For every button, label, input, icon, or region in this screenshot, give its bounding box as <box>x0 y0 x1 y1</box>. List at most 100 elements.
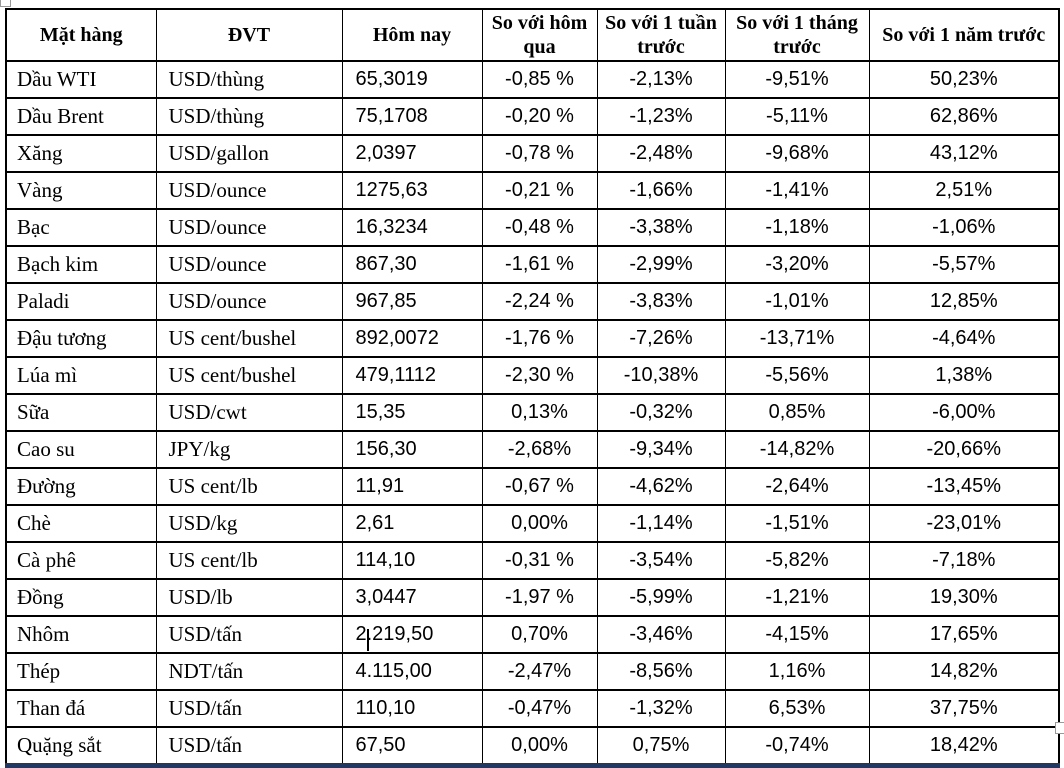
today-price-cell: 65,3019 <box>341 60 483 99</box>
unit-cell: US cent/lb <box>155 467 343 506</box>
vs-month-cell: -13,71% <box>724 319 870 358</box>
vs-month-cell: -5,82% <box>724 541 870 580</box>
today-price-cell: 479,1112 <box>341 356 483 395</box>
vs-month-cell: -1,41% <box>724 171 870 210</box>
unit-cell: USD/lb <box>155 578 343 617</box>
table-row: Cà phê US cent/lb 114,10 -0,31 % -3,54% … <box>5 541 1060 580</box>
commodity-cell: Nhôm <box>5 615 157 654</box>
today-price-cell: 110,10 <box>341 689 483 728</box>
vs-week-cell: -0,32% <box>596 393 726 432</box>
header-vs-year: So với 1 năm trước <box>868 8 1060 62</box>
today-price-cell: 114,10 <box>341 541 483 580</box>
commodity-cell: Xăng <box>5 134 157 173</box>
table-row: Bạc USD/ounce 16,3234 -0,48 % -3,38% -1,… <box>5 208 1060 247</box>
vs-week-cell: -3,38% <box>596 208 726 247</box>
unit-cell: US cent/lb <box>155 541 343 580</box>
vs-yesterday-cell: -0,85 % <box>481 60 598 99</box>
today-price-cell: 75,1708 <box>341 97 483 136</box>
vs-month-cell: -3,20% <box>724 245 870 284</box>
vs-week-cell: -1,14% <box>596 504 726 543</box>
vs-yesterday-cell: -2,30 % <box>481 356 598 395</box>
commodity-cell: Cao su <box>5 430 157 469</box>
commodity-cell: Paladi <box>5 282 157 321</box>
vs-year-cell: -20,66% <box>868 430 1060 469</box>
today-price-cell: 2.219,50 <box>341 615 483 654</box>
today-price-cell: 3,0447 <box>341 578 483 617</box>
table-row: Dầu WTI USD/thùng 65,3019 -0,85 % -2,13%… <box>5 60 1060 99</box>
vs-year-cell: 43,12% <box>868 134 1060 173</box>
table-row: Paladi USD/ounce 967,85 -2,24 % -3,83% -… <box>5 282 1060 321</box>
vs-week-cell: -10,38% <box>596 356 726 395</box>
table-row: Nhôm USD/tấn 2.219,50 0,70% -3,46% -4,15… <box>5 615 1060 654</box>
vs-year-cell: 50,23% <box>868 60 1060 99</box>
vs-week-cell: -4,62% <box>596 467 726 506</box>
vs-yesterday-cell: -0,20 % <box>481 97 598 136</box>
vs-month-cell: -5,11% <box>724 97 870 136</box>
today-price-cell: 967,85 <box>341 282 483 321</box>
table-row: Chè USD/kg 2,61 0,00% -1,14% -1,51% -23,… <box>5 504 1060 543</box>
header-vs-month: So với 1 tháng trước <box>724 8 870 62</box>
today-price-cell: 156,30 <box>341 430 483 469</box>
today-price-cell: 11,91 <box>341 467 483 506</box>
vs-week-cell: -5,99% <box>596 578 726 617</box>
vs-week-cell: -1,32% <box>596 689 726 728</box>
table-row: Xăng USD/gallon 2,0397 -0,78 % -2,48% -9… <box>5 134 1060 173</box>
commodity-cell: Cà phê <box>5 541 157 580</box>
vs-week-cell: -1,66% <box>596 171 726 210</box>
commodity-price-table: Mặt hàng ĐVT Hôm nay So với hôm qua So v… <box>5 8 1060 768</box>
vs-yesterday-cell: -0,21 % <box>481 171 598 210</box>
today-price-cell: 867,30 <box>341 245 483 284</box>
commodity-cell: Đường <box>5 467 157 506</box>
vs-week-cell: -1,23% <box>596 97 726 136</box>
commodity-cell: Đồng <box>5 578 157 617</box>
header-vs-yesterday: So với hôm qua <box>481 8 598 62</box>
header-vs-week: So với 1 tuần trước <box>596 8 726 62</box>
vs-yesterday-cell: -2,68% <box>481 430 598 469</box>
vs-year-cell: 1,38% <box>868 356 1060 395</box>
table-resize-handle[interactable] <box>1055 722 1064 734</box>
vs-year-cell: -13,45% <box>868 467 1060 506</box>
unit-cell: USD/thùng <box>155 60 343 99</box>
commodity-cell: Vàng <box>5 171 157 210</box>
vs-yesterday-cell: -0,31 % <box>481 541 598 580</box>
vs-yesterday-cell: -0,48 % <box>481 208 598 247</box>
text-cursor <box>367 629 369 651</box>
vs-year-cell: -7,18% <box>868 541 1060 580</box>
vs-yesterday-cell: -0,47% <box>481 689 598 728</box>
vs-week-cell: -3,54% <box>596 541 726 580</box>
vs-year-cell: -4,64% <box>868 319 1060 358</box>
today-price-cell: 16,3234 <box>341 208 483 247</box>
header-row: Mặt hàng ĐVT Hôm nay So với hôm qua So v… <box>5 8 1060 62</box>
today-price-cell: 1275,63 <box>341 171 483 210</box>
table-row: Đậu tương US cent/bushel 892,0072 -1,76 … <box>5 319 1060 358</box>
table-row: Sữa USD/cwt 15,35 0,13% -0,32% 0,85% -6,… <box>5 393 1060 432</box>
table-row: Thép NDT/tấn 4.115,00 -2,47% -8,56% 1,16… <box>5 652 1060 691</box>
vs-week-cell: -3,46% <box>596 615 726 654</box>
vs-month-cell: -14,82% <box>724 430 870 469</box>
unit-cell: USD/gallon <box>155 134 343 173</box>
vs-month-cell: -1,21% <box>724 578 870 617</box>
vs-yesterday-cell: -0,78 % <box>481 134 598 173</box>
vs-month-cell: 1,16% <box>724 652 870 691</box>
vs-year-cell: 12,85% <box>868 282 1060 321</box>
unit-cell: USD/ounce <box>155 208 343 247</box>
commodity-cell: Bạch kim <box>5 245 157 284</box>
table-row: Dầu Brent USD/thùng 75,1708 -0,20 % -1,2… <box>5 97 1060 136</box>
vs-month-cell: -1,51% <box>724 504 870 543</box>
header-commodity: Mặt hàng <box>5 8 157 62</box>
unit-cell: US cent/bushel <box>155 356 343 395</box>
table-move-handle[interactable] <box>0 0 11 7</box>
vs-month-cell: 0,85% <box>724 393 870 432</box>
commodity-cell: Thép <box>5 652 157 691</box>
commodity-cell: Chè <box>5 504 157 543</box>
vs-month-cell: -2,64% <box>724 467 870 506</box>
unit-cell: US cent/bushel <box>155 319 343 358</box>
today-price-cell: 4.115,00 <box>341 652 483 691</box>
today-price-cell: 15,35 <box>341 393 483 432</box>
commodity-cell: Đậu tương <box>5 319 157 358</box>
vs-yesterday-cell: -0,67 % <box>481 467 598 506</box>
unit-cell: USD/kg <box>155 504 343 543</box>
vs-yesterday-cell: 0,00% <box>481 504 598 543</box>
today-price-cell: 892,0072 <box>341 319 483 358</box>
vs-year-cell: 14,82% <box>868 652 1060 691</box>
